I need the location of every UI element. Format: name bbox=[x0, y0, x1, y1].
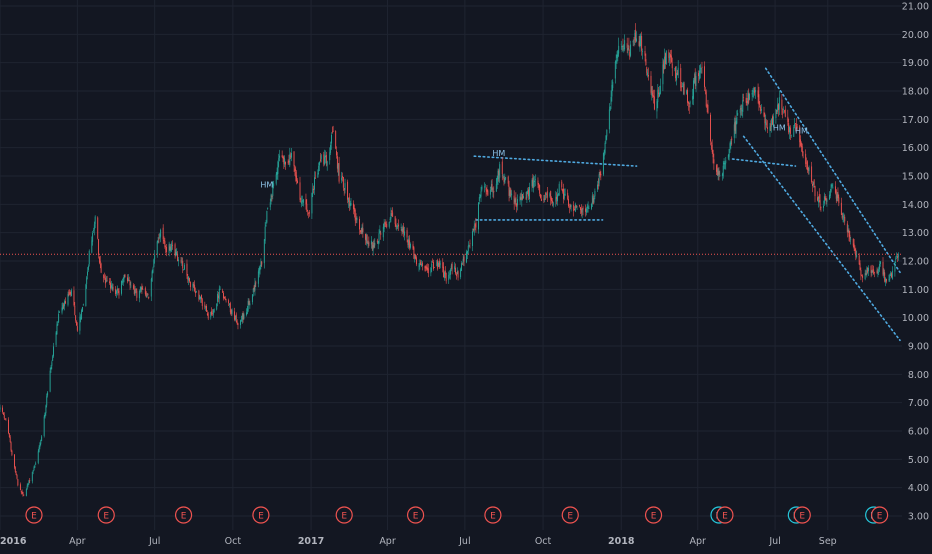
time-tick-label: Jul bbox=[768, 536, 780, 547]
candle bbox=[85, 284, 86, 307]
pattern-label: HM bbox=[773, 124, 786, 133]
candle bbox=[367, 234, 368, 243]
candle bbox=[603, 152, 604, 176]
candle bbox=[710, 113, 711, 146]
candle bbox=[82, 307, 83, 312]
price-tick-label: 14.00 bbox=[902, 200, 929, 211]
candle bbox=[666, 50, 667, 65]
pattern-label: HM bbox=[492, 149, 505, 158]
price-tick-label: 5.00 bbox=[908, 455, 929, 466]
pattern-label: HM bbox=[260, 180, 273, 189]
price-tick-label: 11.00 bbox=[902, 285, 929, 296]
price-tick-label: 21.00 bbox=[902, 2, 929, 13]
time-tick-label: Apr bbox=[690, 536, 707, 547]
candle bbox=[152, 270, 153, 282]
candle bbox=[14, 454, 15, 469]
time-tick-label: Apr bbox=[69, 536, 86, 547]
candle bbox=[335, 130, 336, 149]
candle bbox=[97, 216, 98, 239]
time-tick-label: Jul bbox=[148, 536, 160, 547]
price-tick-label: 18.00 bbox=[902, 87, 929, 98]
candle bbox=[216, 303, 217, 310]
earnings-marker[interactable]: E bbox=[336, 507, 352, 523]
candle bbox=[44, 415, 45, 438]
candle bbox=[101, 263, 102, 273]
candle bbox=[9, 433, 10, 438]
price-tick-label: 12.00 bbox=[902, 257, 929, 268]
event-marker-label: E bbox=[490, 512, 496, 522]
price-tick-label: 19.00 bbox=[902, 58, 929, 69]
price-tick-label: 16.00 bbox=[902, 143, 929, 154]
time-tick-label: 2016 bbox=[0, 536, 27, 547]
price-tick-label: 20.00 bbox=[902, 30, 929, 41]
time-tick-label: Oct bbox=[535, 536, 552, 547]
candle bbox=[11, 441, 12, 451]
earnings-marker[interactable]: E bbox=[26, 507, 42, 523]
event-marker-label: E bbox=[181, 512, 187, 522]
earnings-marker[interactable]: E bbox=[98, 507, 114, 523]
price-tick-label: 8.00 bbox=[908, 370, 929, 381]
candle bbox=[266, 211, 267, 224]
price-tick-label: 17.00 bbox=[902, 115, 929, 126]
price-tick-label: 9.00 bbox=[908, 342, 929, 353]
event-marker-label: E bbox=[567, 512, 573, 522]
event-marker-label: E bbox=[413, 512, 419, 522]
candle bbox=[15, 466, 16, 473]
candle bbox=[81, 309, 82, 320]
candle bbox=[89, 249, 90, 266]
pattern-label: HM bbox=[795, 127, 808, 136]
earnings-marker[interactable]: E bbox=[562, 507, 578, 523]
candle bbox=[466, 250, 467, 264]
time-tick-label: Oct bbox=[225, 536, 242, 547]
earnings-marker[interactable]: E bbox=[176, 507, 192, 523]
candle bbox=[413, 246, 414, 259]
price-tick-label: 7.00 bbox=[908, 398, 929, 409]
candle bbox=[706, 89, 707, 107]
candle bbox=[121, 280, 122, 295]
event-marker-label: E bbox=[877, 512, 883, 522]
candle bbox=[56, 331, 57, 347]
price-axis-background bbox=[902, 0, 932, 550]
time-tick-label: 2017 bbox=[298, 536, 324, 547]
candle bbox=[831, 183, 832, 192]
event-marker-label: E bbox=[31, 512, 37, 522]
candle bbox=[17, 479, 18, 487]
earnings-marker[interactable]: E bbox=[872, 507, 888, 523]
candle bbox=[8, 417, 9, 434]
price-tick-label: 4.00 bbox=[908, 483, 929, 494]
price-tick-label: 15.00 bbox=[902, 172, 929, 183]
time-tick-label: Jul bbox=[458, 536, 470, 547]
time-tick-label: 2018 bbox=[608, 536, 635, 547]
candle bbox=[605, 141, 606, 155]
price-axis[interactable]: 3.00 4.00 5.00 6.00 7.00 8.00 9.00 10.00 11.00 12… bbox=[902, 0, 932, 550]
candle bbox=[478, 202, 479, 234]
earnings-marker[interactable]: E bbox=[253, 507, 269, 523]
candle bbox=[26, 488, 27, 496]
price-tick-label: 6.00 bbox=[908, 427, 929, 438]
earnings-marker[interactable]: E bbox=[485, 507, 501, 523]
event-marker-label: E bbox=[799, 512, 805, 522]
earnings-marker[interactable]: E bbox=[717, 507, 733, 523]
time-tick-label: Sep bbox=[819, 536, 837, 547]
candle bbox=[684, 82, 685, 95]
event-marker-label: E bbox=[341, 512, 347, 522]
event-marker-label: E bbox=[722, 512, 728, 522]
earnings-marker[interactable]: E bbox=[794, 507, 810, 523]
candle bbox=[153, 259, 154, 268]
event-marker-label: E bbox=[103, 512, 109, 522]
earnings-marker[interactable]: E bbox=[646, 507, 662, 523]
price-tick-label: 13.00 bbox=[902, 228, 929, 239]
time-tick-label: Apr bbox=[379, 536, 396, 547]
event-marker-label: E bbox=[258, 512, 264, 522]
price-tick-label: 3.00 bbox=[908, 512, 929, 523]
price-tick-label: 10.00 bbox=[902, 313, 929, 324]
candle bbox=[50, 368, 51, 393]
earnings-marker[interactable]: E bbox=[408, 507, 424, 523]
event-marker-label: E bbox=[651, 512, 657, 522]
